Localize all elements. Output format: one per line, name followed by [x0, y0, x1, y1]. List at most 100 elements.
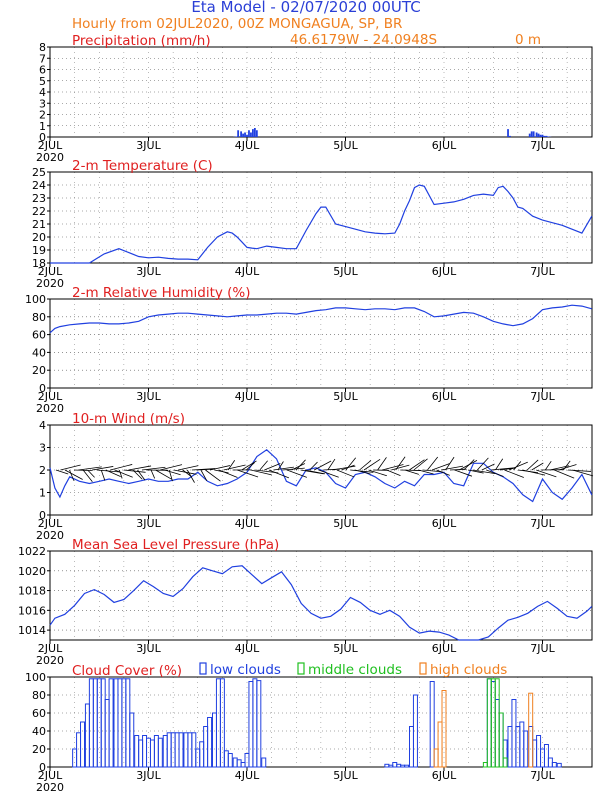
precip-bar [539, 134, 542, 137]
wind-vector [382, 464, 404, 471]
precip-bar [240, 131, 242, 137]
x-tick-label: 7JUL [530, 642, 555, 655]
cloud-bar [536, 735, 542, 768]
cloud-bar [261, 757, 267, 768]
y-tick-label: 1014 [18, 624, 46, 637]
cloud-bar [433, 748, 439, 768]
wind-vector [205, 469, 221, 482]
cloud-bar [183, 732, 189, 768]
wind-vector [87, 469, 95, 478]
legend-label: high clouds [430, 662, 507, 678]
precip-bar [252, 129, 254, 137]
y-tick-label: 1016 [18, 604, 46, 617]
wind-vector [400, 469, 421, 471]
cloud-bar [248, 681, 254, 768]
y-tick-label: 7 [39, 52, 46, 65]
panel-title: Precipitation (mm/h) [72, 33, 211, 49]
x-year-label: 2020 [36, 151, 64, 164]
cloud-bar [134, 735, 140, 768]
x-tick-label: 2JUL [38, 517, 63, 530]
precip-bar [509, 135, 511, 137]
precip-bar [507, 129, 509, 137]
x-tick-label: 7JUL [530, 517, 555, 530]
cloud-bar [384, 763, 390, 768]
cloud-bar [88, 678, 94, 768]
wind-vector [463, 459, 475, 471]
y-tick-label: 20 [32, 743, 46, 756]
wind-vector [55, 469, 69, 475]
wind-vector [250, 469, 272, 476]
x-tick-label: 2JUL [38, 769, 63, 782]
cloud-bar [556, 762, 562, 768]
cloud-bar [511, 699, 517, 768]
y-tick-label: 3 [39, 97, 46, 110]
x-year-label: 2020 [36, 654, 64, 667]
wind-vector [554, 469, 575, 479]
wind-vector [431, 463, 450, 471]
cloud-bar [215, 678, 221, 768]
wind-vector [468, 469, 484, 474]
cloud-bar [227, 753, 233, 768]
cloud-bar [486, 678, 492, 768]
wind-vector [186, 469, 195, 483]
x-year-label: 2020 [36, 277, 64, 290]
precip-bar [545, 135, 548, 137]
x-tick-label: 6JUL [432, 139, 457, 152]
cloud-bar [437, 721, 443, 768]
wind-vector [150, 469, 156, 479]
y-tick-label: 2 [39, 109, 46, 122]
y-tick-label: 22 [32, 205, 46, 218]
x-tick-label: 6JUL [432, 517, 457, 530]
wind-vector [123, 469, 146, 473]
wind-vector [418, 469, 434, 475]
y-tick-label: 1 [39, 120, 46, 133]
y-tick-label: 6 [39, 64, 46, 77]
cloud-bar [388, 764, 394, 768]
cloud-bar [502, 739, 508, 768]
rh-panel: 0 20 40 60 80 100 2JUL 3JUL 4JUL 5JUL 6JUL 7JUL 2020… [25, 285, 593, 415]
wind-vector [508, 461, 528, 471]
wind-vector [472, 469, 496, 475]
wind-vector [354, 469, 371, 475]
wind-vector [137, 469, 146, 481]
x-tick-label: 5JUL [333, 517, 358, 530]
cloud-bar [138, 739, 144, 768]
wind-vector [522, 469, 546, 476]
precip-bar [255, 130, 258, 137]
y-tick-label: 4 [39, 86, 46, 99]
cloud-bar [207, 717, 213, 768]
cloud-bar [84, 703, 90, 768]
cloud-bar [429, 681, 435, 768]
y-tick-label: 60 [32, 707, 46, 720]
wind-vector [490, 467, 515, 471]
cloud-bar [392, 762, 398, 768]
x-tick-label: 5JUL [333, 139, 358, 152]
x-tick-label: 4JUL [235, 265, 260, 278]
y-tick-label: 40 [32, 346, 46, 359]
y-tick-label: 20 [32, 364, 46, 377]
y-tick-label: 2 [39, 464, 46, 477]
x-tick-label: 7JUL [530, 139, 555, 152]
precip-bar [532, 131, 535, 137]
wind-vector [300, 469, 324, 475]
wind-vector [476, 457, 489, 471]
cloud-bar [404, 764, 410, 768]
precip-bar [537, 133, 540, 137]
plot-frame [49, 171, 593, 264]
x-tick-label: 3JUL [136, 139, 161, 152]
legend-swatch [297, 662, 305, 675]
legend-label: low clouds [210, 662, 281, 678]
wind-vector [118, 469, 123, 479]
wind-vector [495, 458, 504, 471]
y-tick-label: 1020 [18, 565, 46, 578]
x-year-label: 2020 [36, 529, 64, 542]
y-tick-label: 4 [39, 419, 46, 432]
cloud-bar [543, 744, 549, 768]
cloud-bar [142, 735, 148, 768]
precip-bar [253, 128, 256, 137]
precip-bar [547, 136, 550, 137]
wind-vector [64, 469, 83, 480]
mslp-panel: 1014 1016 1018 1020 1022 2JUL 3JUL 4JUL 5JUL 6JUL… [18, 537, 593, 667]
y-tick-label: 19 [32, 244, 46, 257]
wind-vector [128, 465, 152, 471]
